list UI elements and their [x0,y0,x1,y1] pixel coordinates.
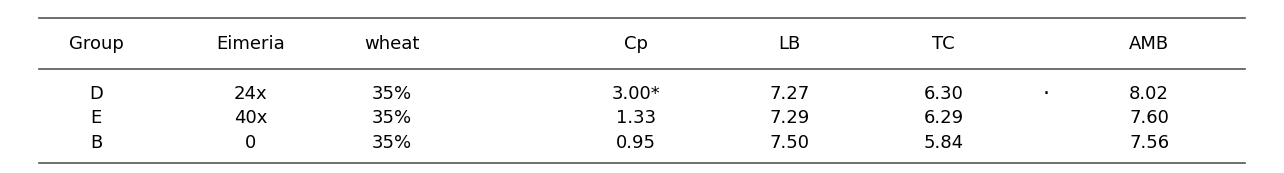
Text: 35%: 35% [371,85,412,103]
Text: 6.30: 6.30 [923,85,964,103]
Text: 7.27: 7.27 [769,85,810,103]
Text: 35%: 35% [371,109,412,127]
Text: 6.29: 6.29 [923,109,964,127]
Text: E: E [91,109,101,127]
Text: LB: LB [778,35,801,53]
Text: 3.00*: 3.00* [611,85,660,103]
Text: 35%: 35% [371,134,412,152]
Text: Eimeria: Eimeria [216,35,285,53]
Text: B: B [90,134,103,152]
Text: 8.02: 8.02 [1129,85,1170,103]
Text: 7.56: 7.56 [1129,134,1170,152]
Text: TC: TC [932,35,955,53]
Text: 7.29: 7.29 [769,109,810,127]
Text: Group: Group [69,35,123,53]
Text: D: D [90,85,103,103]
Text: 7.50: 7.50 [769,134,810,152]
Text: 0: 0 [245,134,256,152]
Text: 5.84: 5.84 [923,134,964,152]
Text: AMB: AMB [1129,35,1170,53]
Text: 24x: 24x [234,85,267,103]
Text: 40x: 40x [234,109,267,127]
Text: 1.33: 1.33 [615,109,656,127]
Text: wheat: wheat [363,35,420,53]
Text: Cp: Cp [624,35,647,53]
Text: ·: · [1043,84,1050,104]
Text: 7.60: 7.60 [1129,109,1170,127]
Text: 0.95: 0.95 [615,134,656,152]
